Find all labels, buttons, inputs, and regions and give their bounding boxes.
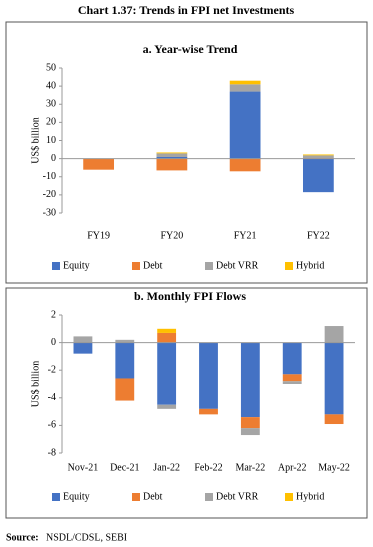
y-tick-label: 40 <box>46 80 56 91</box>
legend-label: Hybrid <box>296 260 324 271</box>
bar <box>282 381 302 384</box>
bar <box>157 404 177 409</box>
x-tick-label: Apr-22 <box>278 462 307 473</box>
bar <box>324 326 344 343</box>
bar <box>156 156 188 159</box>
y-tick-label: -6 <box>48 420 56 431</box>
y-tick-label: 10 <box>46 135 56 146</box>
legend-label: Debt VRR <box>216 491 259 502</box>
x-tick-label: Mar-22 <box>235 462 265 473</box>
bar <box>240 428 260 436</box>
bar <box>199 408 218 415</box>
y-tick-label: -20 <box>43 189 56 200</box>
x-tick-label: FY21 <box>234 230 257 241</box>
y-axis-label: US$ billion <box>30 361 41 407</box>
y-tick-label: 0 <box>51 153 56 164</box>
legend-swatch <box>285 493 293 501</box>
source-text: NSDL/CDSL, SEBI <box>46 532 127 543</box>
x-tick-label: Jan-22 <box>153 462 180 473</box>
legend-label: Debt <box>143 491 163 502</box>
y-tick-label: 0 <box>51 337 56 348</box>
bar <box>115 378 135 401</box>
legend-label: Equity <box>63 491 90 502</box>
bar <box>199 342 218 409</box>
bar <box>282 342 302 375</box>
bar <box>156 158 188 171</box>
panel-title: a. Year-wise Trend <box>143 42 238 56</box>
bar <box>83 158 115 170</box>
legend-label: Equity <box>63 260 90 271</box>
panel-title: b. Monthly FPI Flows <box>134 289 246 303</box>
chart-title: Chart 1.37: Trends in FPI net Investment… <box>78 3 295 17</box>
x-tick-label: Dec-21 <box>110 462 139 473</box>
bar <box>229 158 261 172</box>
y-tick-label: 20 <box>46 117 56 128</box>
legend-label: Hybrid <box>296 491 324 502</box>
y-tick-label: -8 <box>48 447 56 458</box>
y-tick-label: 50 <box>46 62 56 73</box>
bar <box>229 91 261 159</box>
legend-swatch <box>132 493 140 501</box>
bar <box>240 342 260 418</box>
legend-swatch <box>205 262 213 270</box>
legend-swatch <box>132 262 140 270</box>
x-tick-label: Nov-21 <box>68 462 99 473</box>
source-label: Source: <box>6 532 39 543</box>
bar <box>324 414 344 425</box>
x-tick-label: May-22 <box>318 462 350 473</box>
bar <box>157 328 177 333</box>
bar <box>157 342 177 405</box>
legend-swatch <box>52 262 60 270</box>
bar <box>156 153 188 157</box>
x-tick-label: FY20 <box>160 230 183 241</box>
legend-swatch <box>285 262 293 270</box>
y-tick-label: 30 <box>46 99 56 110</box>
y-tick-label: -4 <box>48 392 56 403</box>
bar <box>73 336 93 343</box>
bar <box>324 342 344 415</box>
x-tick-label: FY19 <box>87 230 110 241</box>
bar <box>73 342 93 354</box>
bar <box>156 152 188 154</box>
bar <box>115 342 135 379</box>
bar <box>240 417 260 429</box>
y-axis-label: US$ billion <box>30 117 41 163</box>
y-tick-label: 2 <box>51 309 56 320</box>
y-tick-label: -2 <box>48 364 56 375</box>
panel-frame <box>5 21 368 284</box>
x-tick-label: Feb-22 <box>194 462 222 473</box>
y-tick-label: -30 <box>43 207 56 218</box>
legend-label: Debt VRR <box>216 260 259 271</box>
bar <box>229 84 261 92</box>
y-tick-label: -10 <box>43 171 56 182</box>
legend-swatch <box>205 493 213 501</box>
legend-label: Debt <box>143 260 163 271</box>
bar <box>302 155 334 159</box>
legend-swatch <box>52 493 60 501</box>
bar <box>302 158 334 193</box>
bar <box>229 80 261 85</box>
bar <box>157 332 177 343</box>
x-tick-label: FY22 <box>307 230 330 241</box>
bar <box>302 154 334 156</box>
panel-frame <box>5 287 368 519</box>
bar <box>282 374 302 382</box>
bar <box>115 339 135 343</box>
